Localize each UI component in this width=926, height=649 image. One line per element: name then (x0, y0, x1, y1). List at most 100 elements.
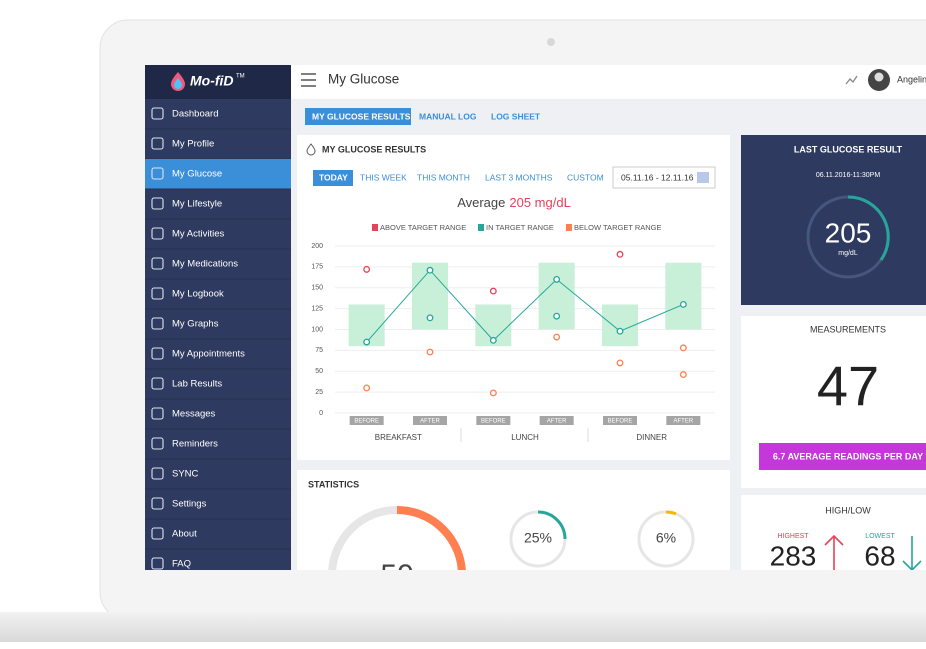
legend-label: IN TARGET RANGE (486, 223, 554, 232)
high-arrow (824, 534, 844, 570)
sidebar-label: Lab Results (172, 379, 222, 390)
result-unit: mg/dL (838, 250, 858, 257)
y-tick-label: 25 (315, 389, 323, 396)
x-label-box (476, 416, 511, 425)
y-tick-label: 100 (311, 326, 323, 333)
highest-label: HIGHEST (777, 533, 809, 540)
y-tick-label: 150 (311, 285, 323, 292)
card-title: LAST GLUCOSE RESULT (794, 144, 903, 154)
tab: MANUAL LOG (419, 111, 477, 121)
sidebar-icon (151, 137, 164, 150)
sidebar-label: My Glucose (172, 169, 222, 180)
x-tick-label: BEFORE (608, 419, 633, 425)
date-box[interactable] (612, 166, 716, 189)
card-title: STATISTICS (308, 479, 359, 489)
logo: Mo-fiD (190, 73, 234, 89)
ring-arc (665, 510, 677, 516)
group-label: LUNCH (511, 433, 539, 442)
camera (547, 38, 555, 46)
sidebar-icon (151, 527, 164, 540)
sidebar-icon (151, 287, 164, 300)
x-label-box (349, 416, 384, 425)
point (363, 265, 371, 273)
filter-active[interactable] (313, 170, 353, 186)
average-readings-button[interactable] (759, 443, 926, 470)
legend-swatch (566, 224, 572, 231)
sidebar-icon (151, 437, 164, 450)
tab-active[interactable] (305, 108, 411, 125)
logo-bar (145, 65, 291, 99)
x-label-box (539, 416, 574, 425)
stats-icon[interactable] (845, 75, 858, 85)
filter: THIS WEEK (360, 172, 407, 182)
sidebar-label: About (172, 529, 197, 540)
last-result-card (741, 135, 926, 305)
sidebar (145, 65, 291, 570)
y-tick-label: 50 (315, 368, 323, 375)
logo-icon-inner (174, 78, 182, 89)
average-part: Average (457, 195, 505, 210)
button-label: 6.7 AVERAGE READINGS PER DAY (773, 451, 923, 461)
filter: CUSTOM (567, 172, 604, 182)
highest-value: 283 (770, 540, 817, 571)
sidebar-label: My Lifestyle (172, 199, 222, 210)
x-tick-label: BEFORE (354, 419, 379, 425)
sidebar-label: Messages (172, 409, 216, 420)
point (616, 250, 624, 258)
x-label-box (603, 416, 637, 425)
sidebar-icon (151, 107, 164, 120)
lowest-label: LOWEST (865, 533, 895, 540)
sidebar-label: My Activities (172, 229, 225, 240)
avatar-head (874, 72, 884, 82)
x-label-box (413, 416, 447, 425)
target-range (602, 304, 638, 347)
sidebar-item[interactable] (145, 159, 291, 189)
sidebar-icon (151, 407, 164, 420)
point (679, 371, 687, 379)
ring-label: 25% (524, 530, 552, 546)
point (616, 327, 624, 335)
sidebar-icon (151, 197, 164, 210)
series-line (366, 269, 684, 343)
point (679, 301, 687, 308)
menu-button[interactable] (301, 73, 316, 87)
sidebar-label: My Logbook (172, 289, 224, 300)
user-name: Angelina (897, 74, 926, 84)
y-tick-label: 125 (311, 305, 323, 312)
x-tick-label: AFTER (673, 419, 693, 425)
point (426, 266, 434, 274)
sidebar-label: My Appointments (172, 349, 245, 360)
filter: TODAY (319, 172, 348, 182)
point (489, 389, 497, 397)
sidebar-label: My Profile (172, 139, 214, 150)
card-title: MY GLUCOSE RESULTS (322, 144, 426, 154)
result-ring-arc (847, 195, 890, 261)
group-label: BREAKFAST (375, 433, 422, 442)
point (616, 359, 624, 367)
result-date: 06.11.2016-11:30PM (816, 172, 881, 179)
card-title: HIGH/LOW (825, 505, 871, 515)
sidebar-label: FAQ (172, 559, 191, 570)
sidebar-label: Settings (172, 499, 207, 510)
point (363, 384, 371, 392)
sidebar-icon (151, 317, 164, 330)
sidebar-icon (151, 467, 164, 480)
target-range (665, 262, 702, 330)
ring-arc (396, 506, 466, 570)
point (553, 275, 561, 283)
sidebar-icon (151, 377, 164, 390)
date-range: 05.11.16 - 12.11.16 (621, 172, 694, 182)
ring-arc (537, 510, 567, 540)
filter: LAST 3 MONTHS (485, 172, 553, 182)
app: Mo-fiD TM Dashboard My Profile My Glucose My … (145, 65, 926, 592)
y-tick-label: 175 (311, 264, 323, 271)
point (553, 333, 561, 341)
point (426, 348, 434, 356)
legend-swatch (372, 224, 378, 231)
ring-label: 50 (380, 559, 413, 592)
calendar-icon[interactable] (697, 172, 709, 183)
card-title: MEASUREMENTS (810, 324, 886, 334)
tab: LOG SHEET (491, 111, 541, 121)
sidebar-label: SYNC (172, 469, 199, 480)
sidebar-label: My Medications (172, 259, 238, 270)
